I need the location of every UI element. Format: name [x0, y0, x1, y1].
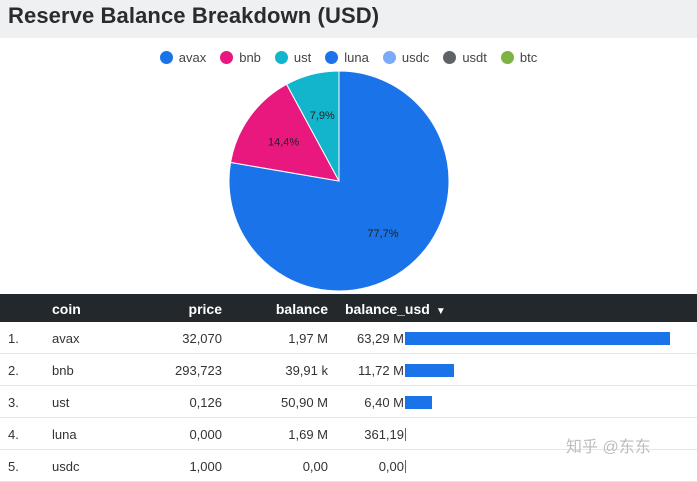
legend-label: bnb — [239, 49, 261, 65]
header-coin[interactable]: coin — [52, 301, 81, 317]
legend-dot-icon — [382, 50, 396, 64]
header-balance-usd[interactable]: balance_usd ▼ — [345, 301, 446, 317]
legend-item-bnb[interactable]: bnb — [220, 48, 261, 66]
table-row[interactable]: 3. ust 0,126 50,90 M 6,40 M — [0, 386, 697, 418]
legend-item-btc[interactable]: btc — [500, 48, 538, 66]
legend-item-avax[interactable]: avax — [159, 48, 207, 66]
legend-label: usdt — [462, 49, 487, 65]
balance-bar — [405, 428, 406, 441]
pie-chart: 77,7% 14,4% 7,9% — [228, 70, 450, 292]
legend-dot-icon — [159, 50, 173, 64]
table-body: 1. avax 32,070 1,97 M 63,29 M 2. bnb 293,723 39,… — [0, 322, 697, 482]
cell-balance: 39,91 k — [285, 363, 328, 378]
cell-balance: 1,97 M — [288, 331, 328, 346]
watermark: 知乎 @东东 — [566, 439, 651, 456]
cell-balance-usd: 63,29 M — [357, 331, 404, 346]
table-header: coin price balance balance_usd ▼ — [0, 294, 697, 322]
cell-balance-usd: 6,40 M — [364, 395, 404, 410]
sort-desc-icon[interactable]: ▼ — [435, 306, 446, 317]
legend-label: luna — [344, 49, 369, 65]
header-bar: Reserve Balance Breakdown (USD) — [0, 0, 697, 38]
balance-bar — [405, 396, 432, 409]
legend-dot-icon — [443, 50, 457, 64]
cell-balance-usd: 361,19 — [364, 427, 404, 442]
balance-bar — [405, 460, 406, 473]
cell-balance: 1,69 M — [288, 427, 328, 442]
row-index: 3. — [8, 395, 19, 410]
row-index: 4. — [8, 427, 19, 442]
cell-price: 1,000 — [189, 459, 222, 474]
cell-coin: usdc — [52, 459, 80, 474]
cell-coin: luna — [52, 427, 77, 442]
legend-label: usdc — [401, 49, 430, 65]
table-row[interactable]: 2. bnb 293,723 39,91 k 11,72 M — [0, 354, 697, 386]
cell-balance: 0,00 — [302, 459, 328, 474]
cell-balance-usd: 11,72 M — [357, 363, 404, 378]
pie-slice-ust[interactable] — [285, 70, 340, 182]
legend-label: avax — [178, 49, 207, 65]
cell-price: 0,000 — [189, 427, 222, 442]
balance-bar — [405, 364, 455, 377]
table-row[interactable]: 1. avax 32,070 1,97 M 63,29 M — [0, 322, 697, 354]
legend-dot-icon — [500, 50, 514, 64]
pie-label-ust: 7,9% — [310, 110, 335, 122]
legend-dot-icon — [220, 50, 234, 64]
table-row[interactable]: 4. luna 0,000 1,69 M 361,19 — [0, 418, 697, 450]
balance-bar — [405, 332, 670, 345]
cell-coin: bnb — [52, 363, 74, 378]
legend-item-luna[interactable]: luna — [325, 48, 369, 66]
legend-label: ust — [293, 49, 312, 65]
legend-label: btc — [519, 49, 538, 65]
cell-price: 32,070 — [182, 331, 222, 346]
pie-label-bnb: 14,4% — [268, 136, 299, 148]
legend-item-usdc[interactable]: usdc — [382, 48, 430, 66]
header-balance-usd-label: balance_usd — [345, 301, 430, 317]
cell-price: 0,126 — [189, 395, 222, 410]
cell-balance: 50,90 M — [281, 395, 328, 410]
data-table: coin price balance balance_usd ▼ 1. avax 32… — [0, 294, 697, 482]
legend-dot-icon — [325, 50, 339, 64]
cell-coin: ust — [52, 395, 70, 410]
cell-price: 293,723 — [175, 363, 222, 378]
legend-dot-icon — [274, 50, 288, 64]
cell-balance-usd: 0,00 — [378, 459, 404, 474]
legend-item-ust[interactable]: ust — [274, 48, 312, 66]
cell-coin: avax — [52, 331, 80, 346]
header-balance[interactable]: balance — [275, 301, 328, 317]
chart-legend: avax bnb ust luna usdc usdt btc — [0, 48, 697, 66]
row-index: 1. — [8, 331, 19, 346]
chart-title: Reserve Balance Breakdown (USD) — [8, 3, 380, 28]
pie-slice-bnb[interactable] — [230, 83, 340, 182]
header-price[interactable]: price — [188, 301, 222, 317]
row-index: 5. — [8, 459, 19, 474]
pie-label-avax: 77,7% — [367, 228, 398, 240]
row-index: 2. — [8, 363, 19, 378]
legend-item-usdt[interactable]: usdt — [443, 48, 487, 66]
